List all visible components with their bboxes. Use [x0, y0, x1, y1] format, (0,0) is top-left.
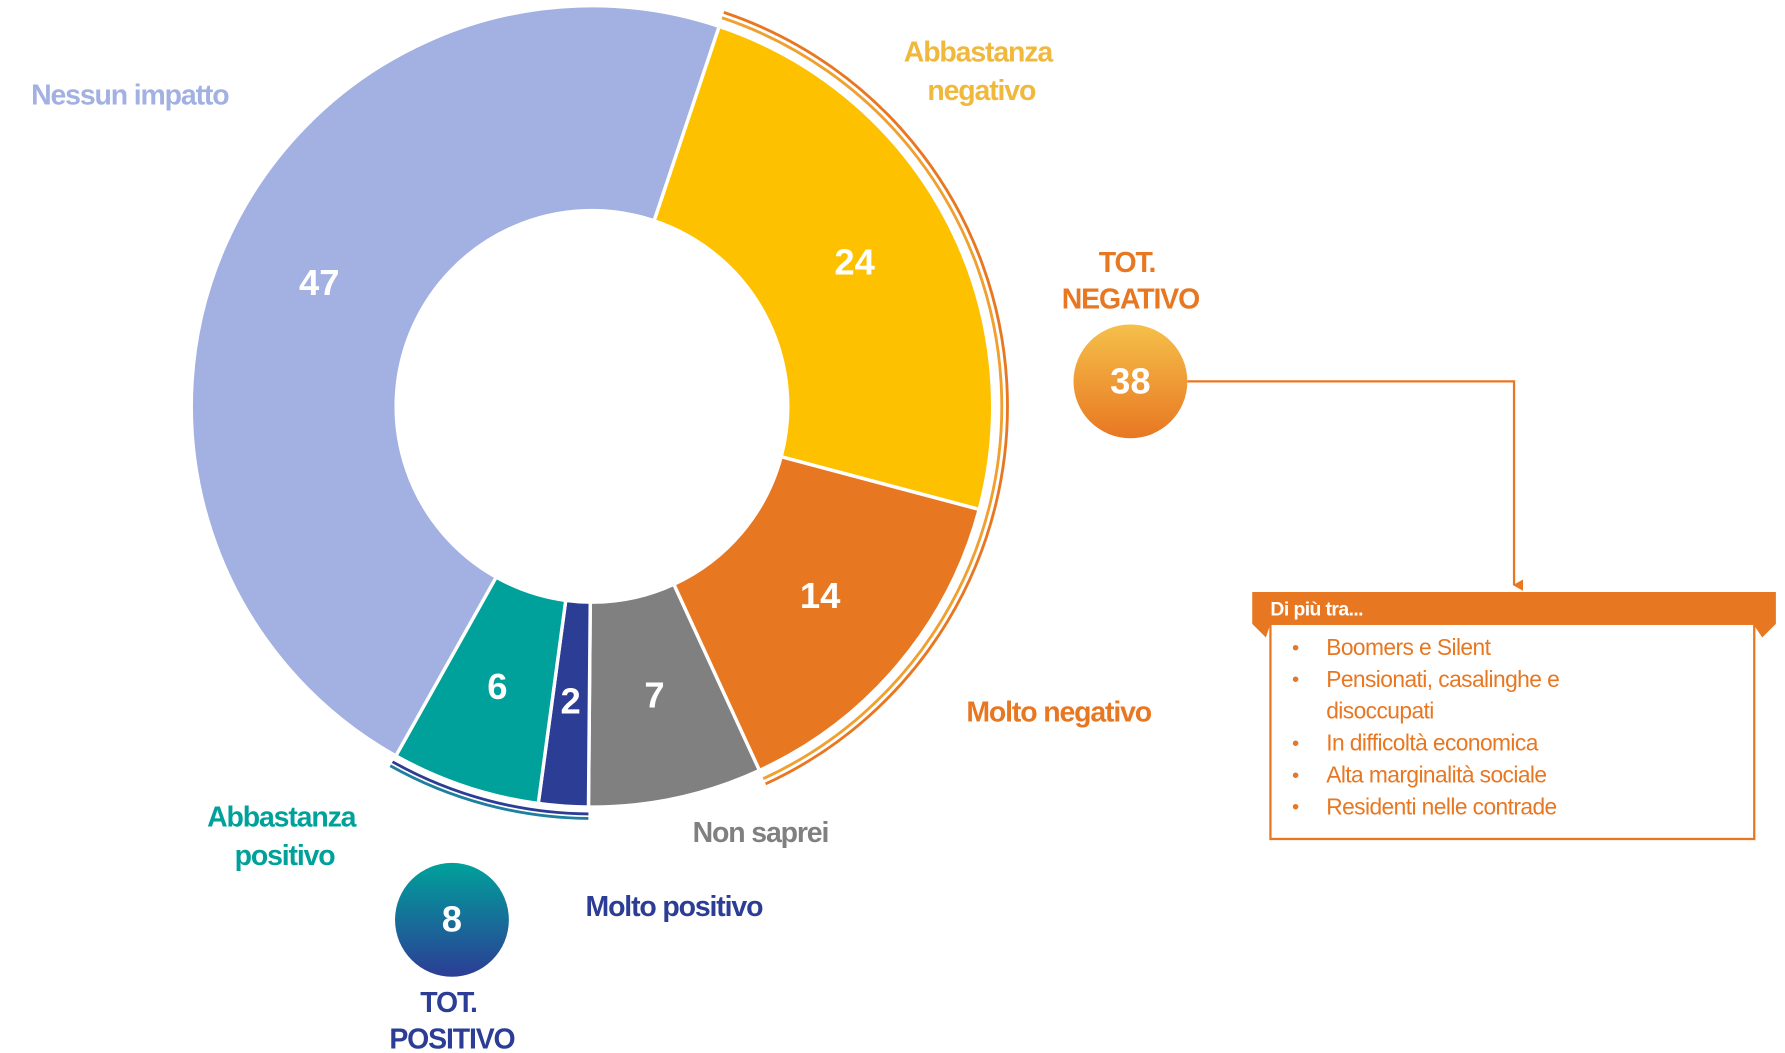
group-arc: [389, 764, 589, 820]
category-label: Abbastanza positivo: [207, 801, 362, 872]
category-label: Non saprei: [693, 817, 829, 849]
bullet: •: [1292, 636, 1299, 659]
bullet: •: [1292, 764, 1299, 787]
callout-item: Boomers e Silent: [1326, 634, 1491, 660]
callout-item: Pensionati, casalinghe e disoccupati: [1326, 666, 1565, 724]
value-label: 24: [834, 242, 875, 283]
total-label: TOT. NEGATIVO: [1062, 247, 1199, 315]
total-label: TOT. POSITIVO: [389, 987, 514, 1053]
callout-item: Residenti nelle contrade: [1326, 793, 1556, 819]
category-label: Nessun impatto: [31, 79, 229, 111]
value-label: 14: [800, 575, 841, 616]
total-value: 8: [442, 899, 462, 940]
category-label: Molto positivo: [586, 891, 764, 923]
value-label: 2: [561, 681, 581, 722]
callout-box: [1269, 622, 1756, 841]
group-arc: [391, 760, 589, 816]
bullet: •: [1292, 796, 1299, 819]
bullet: •: [1292, 732, 1299, 755]
category-label: Molto negativo: [966, 696, 1151, 728]
bullet: •: [1292, 668, 1299, 691]
category-label: Abbastanza negativo: [904, 36, 1059, 107]
callout-item: In difficoltà economica: [1326, 730, 1539, 756]
group-arc: [723, 11, 1009, 786]
callout-item: Alta marginalità sociale: [1326, 761, 1546, 787]
callout-header: [1252, 591, 1776, 638]
value-label: 47: [299, 262, 340, 303]
donut-segment: [189, 4, 722, 759]
value-label: 7: [644, 675, 664, 716]
total-badge: [1073, 324, 1188, 439]
connector: [1187, 380, 1524, 591]
donut-segment: [651, 24, 995, 512]
value-label: 6: [487, 666, 507, 707]
total-badge: [395, 862, 509, 977]
donut-segment: [671, 454, 982, 773]
group-arc: [721, 16, 1004, 781]
total-value: 38: [1110, 360, 1150, 401]
callout-title: Di più tra...: [1270, 598, 1363, 620]
